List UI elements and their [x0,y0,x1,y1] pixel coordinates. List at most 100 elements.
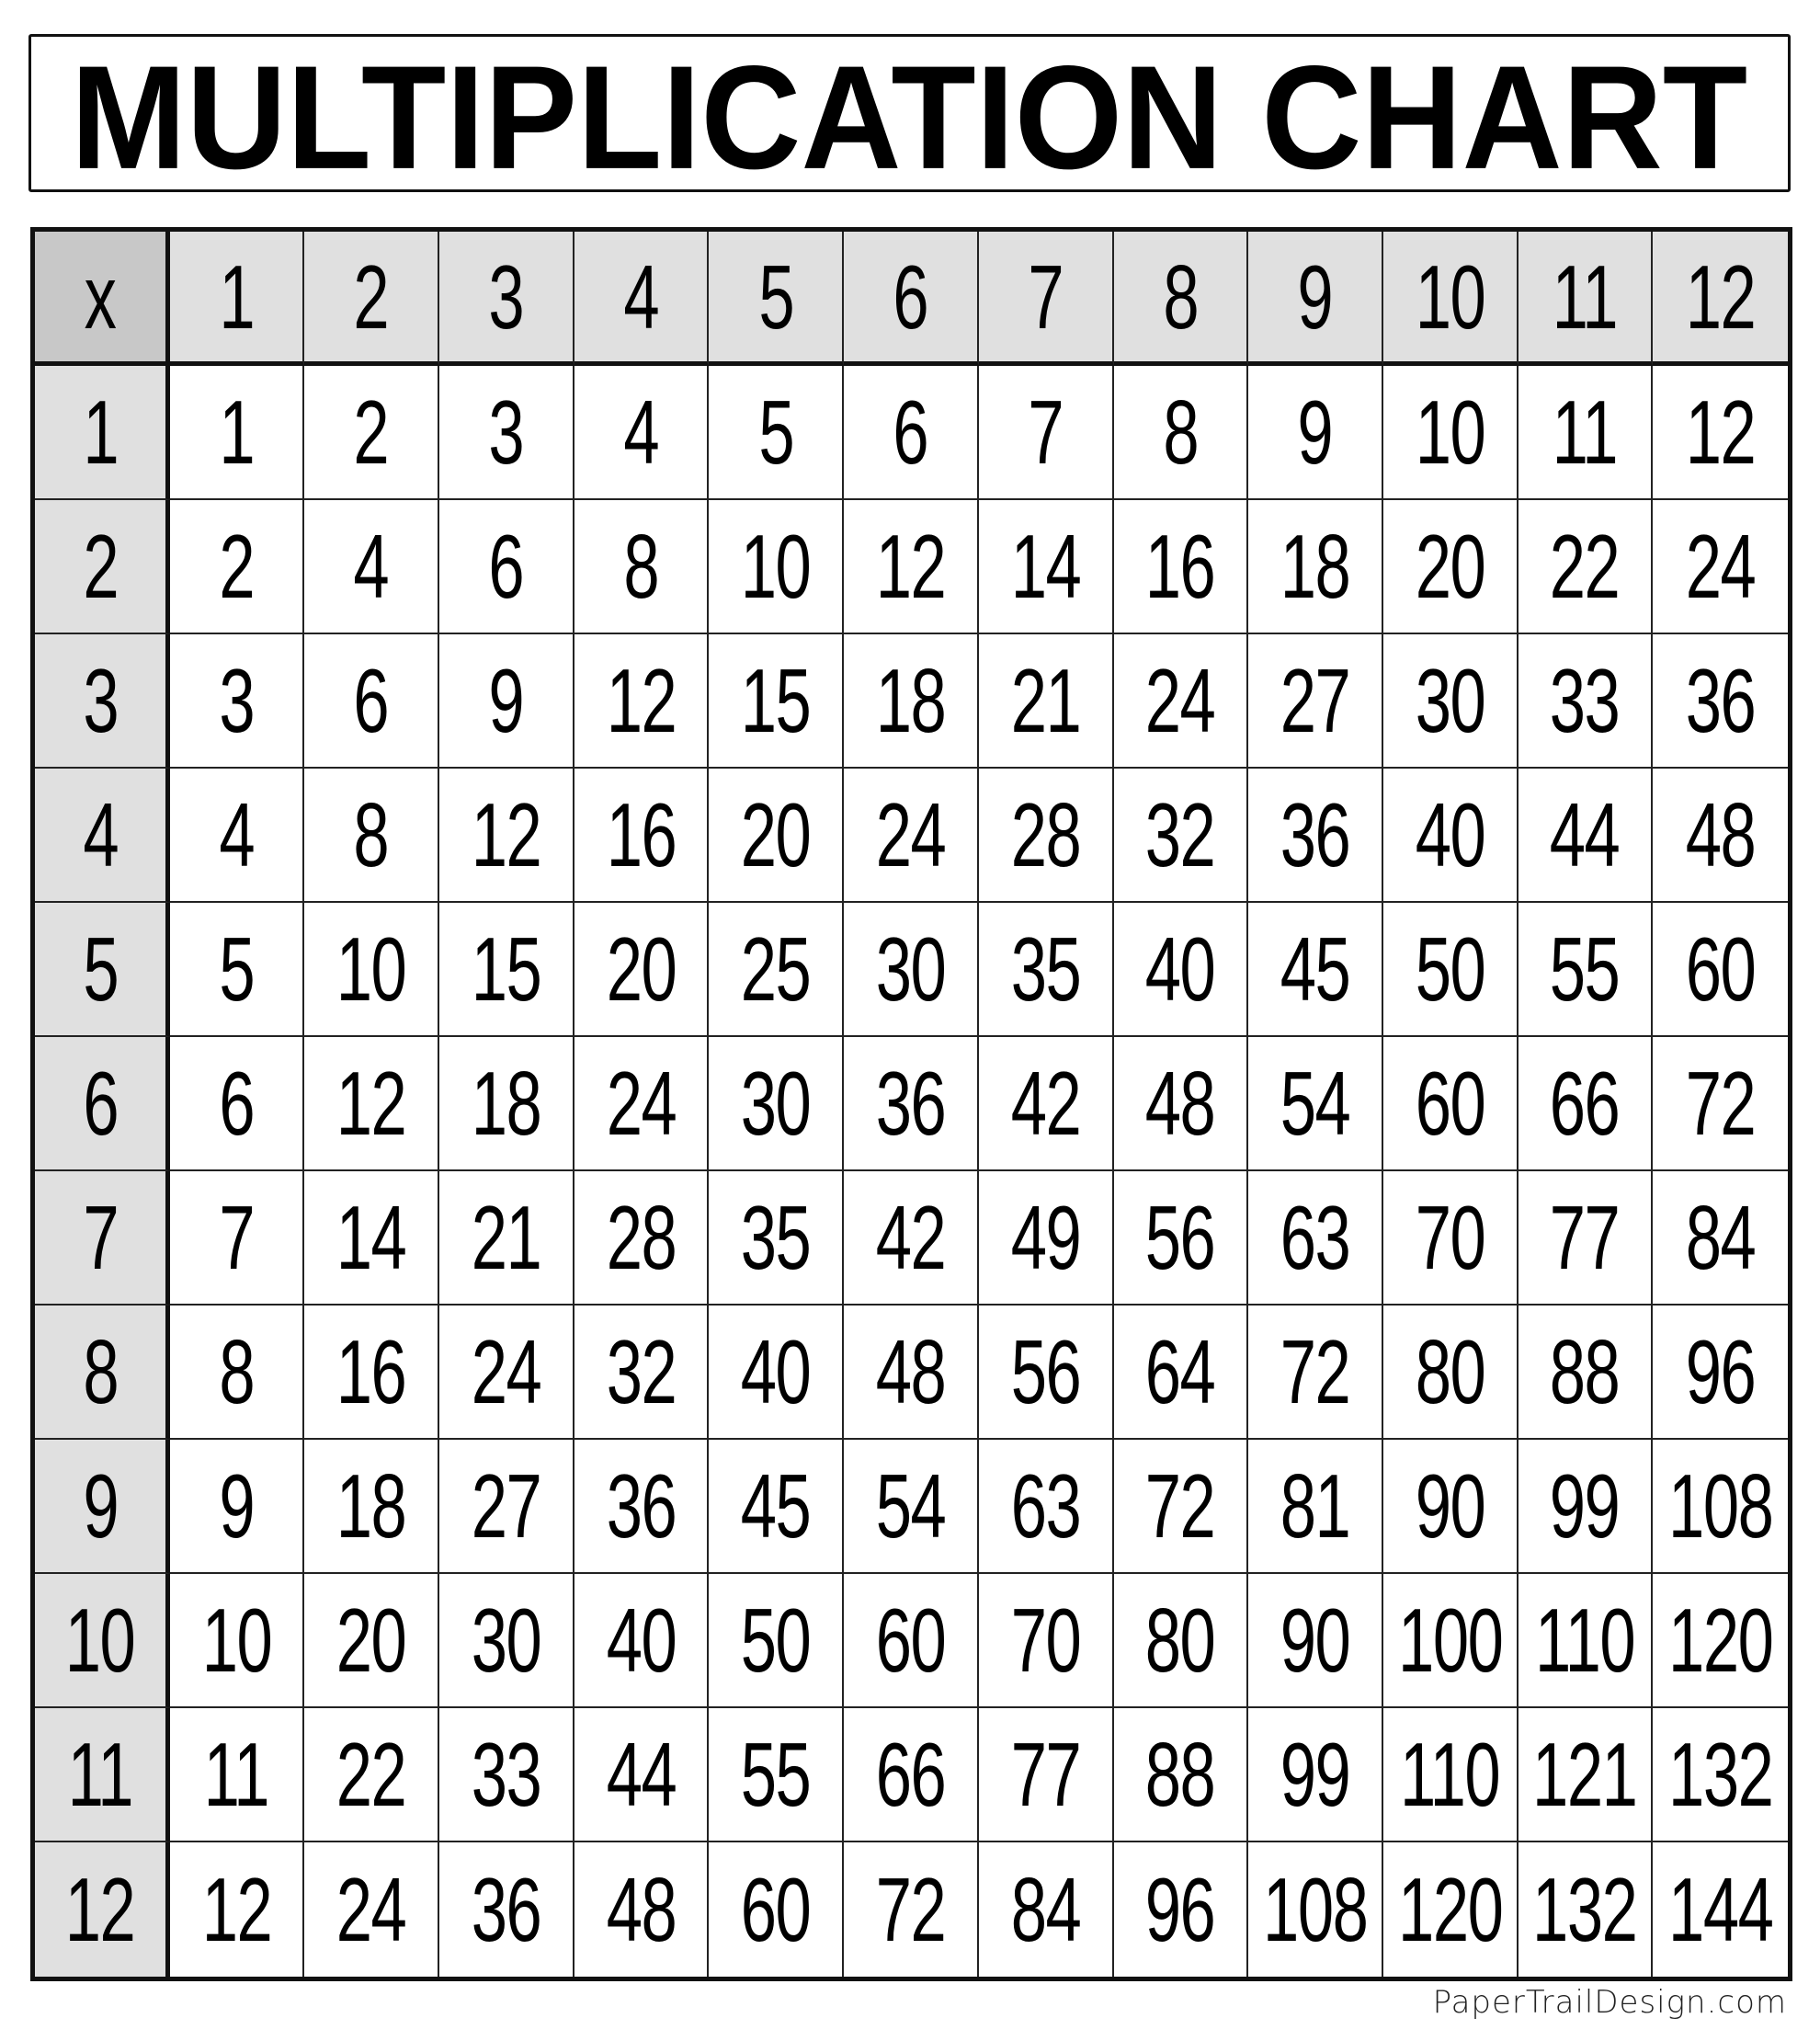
product-cell: 20 [1382,500,1519,634]
product-cell: 60 [1382,1037,1519,1171]
product-cell: 2 [169,500,305,634]
product-cell: 12 [304,1037,440,1171]
product-cell-value: 9 [1297,382,1334,483]
product-cell: 60 [709,1842,845,1977]
product-cell: 60 [1653,903,1788,1037]
product-cell-value: 16 [1145,516,1216,617]
product-cell: 18 [439,1037,574,1171]
title-svg: MULTIPLICATION CHART [71,37,1747,189]
product-cell: 90 [1248,1574,1383,1708]
product-cell-value: 48 [606,1859,677,1960]
product-cell: 10 [304,903,440,1037]
product-cell: 18 [1248,500,1383,634]
product-cell: 36 [1653,634,1788,769]
product-cell-value: 5 [219,918,255,1020]
row-header: 12 [35,1842,170,1977]
product-cell-value: 24 [1145,650,1216,751]
product-cell: 24 [1653,500,1788,634]
product-cell-value: 132 [1532,1859,1638,1960]
product-cell-value: 50 [1415,918,1485,1020]
product-cell-value: 44 [606,1724,677,1825]
product-cell-value: 14 [336,1187,407,1288]
product-cell-value: 3 [488,382,525,483]
product-cell-value: 12 [471,784,542,885]
product-cell: 12 [1653,366,1788,500]
product-cell-value: 11 [1552,382,1619,483]
product-cell-value: 30 [471,1590,542,1691]
product-cell-value: 20 [1415,516,1485,617]
product-cell-value: 42 [875,1187,947,1288]
product-cell-value: 44 [1550,784,1621,885]
column-header-value: 3 [488,245,525,348]
column-header-value: 6 [893,245,929,348]
product-cell-value: 70 [1415,1187,1485,1288]
product-cell: 6 [169,1037,305,1171]
product-cell: 22 [1518,500,1654,634]
product-cell: 32 [1113,769,1249,903]
product-cell: 110 [1518,1574,1654,1708]
product-cell: 63 [1248,1171,1383,1306]
product-cell: 6 [844,366,979,500]
product-cell-value: 7 [1028,382,1064,483]
product-cell-value: 30 [740,1053,812,1154]
product-cell-value: 80 [1145,1590,1216,1691]
product-cell: 4 [169,769,305,903]
row-header-value: 12 [65,1859,136,1960]
product-cell-value: 10 [201,1590,272,1691]
product-cell: 40 [1382,769,1519,903]
product-cell: 30 [1382,634,1519,769]
product-cell: 132 [1653,1708,1788,1842]
product-cell-value: 72 [1280,1321,1351,1422]
product-cell: 27 [1248,634,1383,769]
product-cell: 72 [844,1842,979,1977]
row-header: 5 [35,903,170,1037]
product-cell-value: 144 [1667,1859,1774,1960]
product-cell-value: 72 [1145,1455,1216,1556]
product-cell: 5 [169,903,305,1037]
product-cell: 35 [709,1171,845,1306]
product-cell-value: 1 [219,382,255,483]
column-header-value: 7 [1028,245,1064,348]
product-cell-value: 36 [875,1053,947,1154]
product-cell-value: 12 [606,650,677,751]
product-cell-value: 88 [1550,1321,1621,1422]
product-cell-value: 24 [471,1321,542,1422]
product-cell: 36 [844,1037,979,1171]
product-cell-value: 12 [1685,382,1757,483]
product-cell: 20 [574,903,710,1037]
product-cell: 33 [439,1708,574,1842]
product-cell: 10 [1382,366,1519,500]
column-header-value: 1 [219,245,255,348]
product-cell-value: 6 [488,516,525,617]
product-cell: 99 [1248,1708,1383,1842]
product-cell-value: 5 [757,382,794,483]
product-cell: 99 [1518,1440,1654,1574]
column-header-value: 4 [623,245,659,348]
row-header: 1 [35,366,170,500]
product-cell: 80 [1113,1574,1249,1708]
title-box: MULTIPLICATION CHART [28,34,1791,192]
product-cell: 88 [1113,1708,1249,1842]
product-cell: 33 [1518,634,1654,769]
product-cell: 48 [844,1306,979,1440]
product-cell: 66 [1518,1037,1654,1171]
product-cell-value: 108 [1262,1859,1369,1960]
product-cell: 5 [709,366,845,500]
product-cell-value: 24 [606,1053,677,1154]
product-cell-value: 96 [1145,1859,1216,1960]
product-cell: 9 [439,634,574,769]
product-cell-value: 40 [606,1590,677,1691]
product-cell: 10 [169,1574,305,1708]
product-cell: 72 [1248,1306,1383,1440]
column-header: 11 [1518,232,1654,366]
product-cell-value: 45 [740,1455,812,1556]
column-header-value: 9 [1297,245,1334,348]
product-cell-value: 6 [219,1053,255,1154]
product-cell-value: 12 [336,1053,407,1154]
product-cell-value: 14 [1010,516,1081,617]
product-cell-value: 18 [471,1053,542,1154]
product-cell: 30 [709,1037,845,1171]
product-cell-value: 4 [623,382,659,483]
product-cell-value: 18 [336,1455,407,1556]
product-cell: 36 [1248,769,1383,903]
